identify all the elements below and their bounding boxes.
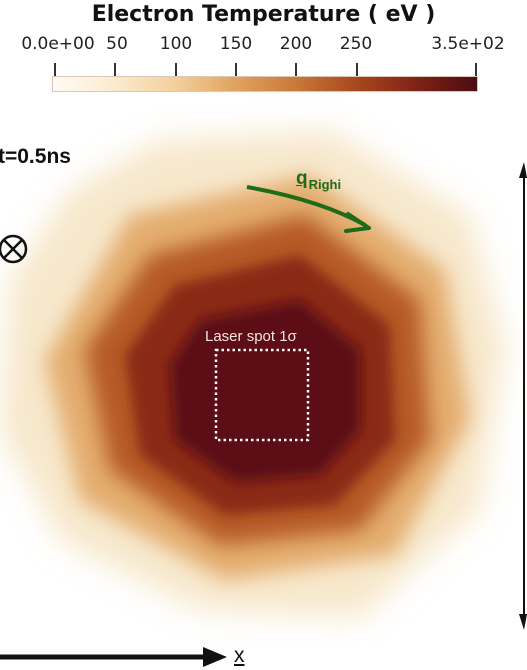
- colorbar-tick-label: 150: [219, 34, 253, 54]
- otimes-icon: [0, 234, 28, 264]
- colorbar-tick: [295, 63, 297, 76]
- x-axis-label: x: [234, 644, 245, 667]
- heat-flux-subscript: Righi: [308, 176, 342, 192]
- colorbar-gradient: [52, 76, 478, 92]
- colorbar-tick-label: 100: [159, 34, 193, 54]
- heat-flux-symbol: q: [296, 168, 308, 189]
- colorbar-tick-label: 50: [106, 34, 128, 54]
- curved-arrow-icon: [246, 185, 371, 233]
- colorbar-tick: [356, 63, 358, 76]
- colorbar-tick: [54, 63, 56, 76]
- vertical-scale-arrow-icon: [519, 162, 527, 630]
- time-label: t=0.5ns: [0, 145, 71, 168]
- laser-spot-label: Laser spot 1σ: [205, 328, 297, 345]
- colorbar-tick-label: 200: [279, 34, 313, 54]
- colorbar-tick-label: 250: [339, 34, 373, 54]
- colorbar-tick: [175, 63, 177, 76]
- colorbar-title: Electron Temperature ( eV ): [91, 2, 436, 27]
- colorbar-tick: [235, 63, 237, 76]
- x-axis-arrow-icon: [0, 647, 227, 667]
- core-region: [170, 300, 360, 482]
- heat-flux-label: qRighi: [296, 168, 341, 192]
- colorbar-tick-label: 0.0e+00: [21, 34, 95, 54]
- colorbar-tick-label: 3.5e+02: [431, 34, 505, 54]
- colorbar-tick: [475, 63, 477, 76]
- colorbar-tick: [114, 63, 116, 76]
- laser-spot-box: [214, 348, 310, 442]
